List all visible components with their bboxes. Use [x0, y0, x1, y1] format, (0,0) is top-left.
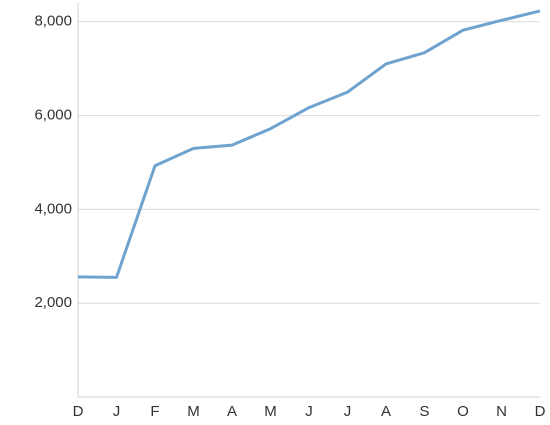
x-tick-label: D	[73, 403, 84, 420]
x-tick-label: F	[150, 403, 159, 420]
line-series	[77, 9, 541, 279]
x-tick-label: J	[113, 403, 121, 420]
x-tick-label: M	[187, 403, 200, 420]
y-tick-label: 8,000	[34, 13, 72, 30]
x-tick-label: N	[496, 403, 507, 420]
x-tick-label: A	[381, 403, 391, 420]
x-tick-label: A	[227, 403, 237, 420]
y-tick-label: 6,000	[34, 107, 72, 124]
y-tick-label: 4,000	[34, 200, 72, 217]
y-tick-label: 2,000	[34, 294, 72, 311]
x-tick-label: M	[264, 403, 277, 420]
x-tick-label: S	[419, 403, 429, 420]
x-tick-label: J	[344, 403, 352, 420]
x-tick-label: J	[305, 403, 313, 420]
x-tick-label: D	[535, 403, 546, 420]
x-tick-label: O	[457, 403, 469, 420]
